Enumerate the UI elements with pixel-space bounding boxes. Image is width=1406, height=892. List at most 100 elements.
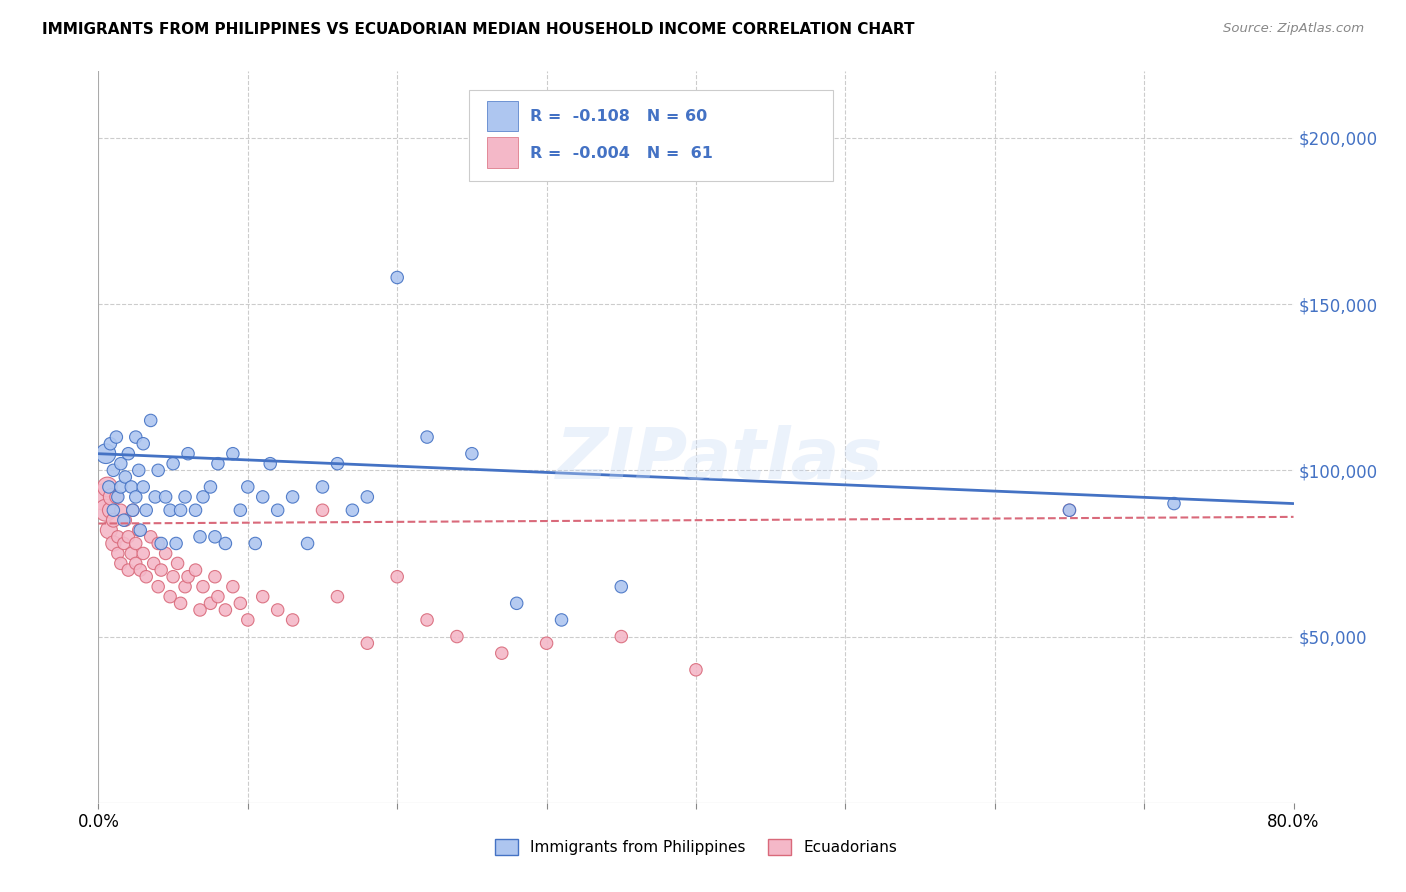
Point [110,480,132,494]
Point [311,480,333,494]
Point [162,457,184,471]
Point [132,546,155,560]
Point [94,447,117,461]
Point [188,530,211,544]
Point [155,490,177,504]
Point [536,636,558,650]
Point [110,557,132,571]
Point [207,457,229,471]
Point [550,613,572,627]
Point [110,503,132,517]
Point [162,570,184,584]
Point [385,570,409,584]
Point [129,563,152,577]
Point [281,490,304,504]
Point [356,490,378,504]
Point [132,436,155,450]
Point [112,536,135,550]
FancyBboxPatch shape [470,90,834,181]
Point [103,503,125,517]
Point [107,546,129,560]
Point [204,530,226,544]
Point [229,503,252,517]
Point [169,503,191,517]
Point [311,503,333,517]
Point [169,596,191,610]
Point [267,603,290,617]
Point [236,613,259,627]
Point [125,490,148,504]
Point [117,447,139,461]
Point [281,613,304,627]
Point [128,523,150,537]
Point [139,413,162,427]
Point [112,513,135,527]
Point [491,646,513,660]
Point [125,536,148,550]
Point [150,536,173,550]
Point [174,580,197,594]
Legend: Immigrants from Philippines, Ecuadorians: Immigrants from Philippines, Ecuadorians [488,833,904,861]
Point [207,590,229,604]
Point [166,557,188,571]
Point [1059,503,1081,517]
Point [121,503,143,517]
Point [143,490,166,504]
Point [114,470,136,484]
FancyBboxPatch shape [486,101,517,131]
Point [97,523,120,537]
Point [326,590,349,604]
Point [165,536,187,550]
Point [184,503,207,517]
Point [356,636,378,650]
Point [97,480,120,494]
Point [177,447,200,461]
Point [188,603,211,617]
Point [155,546,177,560]
Point [98,436,122,450]
Point [416,430,439,444]
Point [214,603,236,617]
Point [148,580,170,594]
Point [114,513,136,527]
Point [385,270,409,285]
Point [135,503,157,517]
Point [139,530,162,544]
Point [326,457,349,471]
Point [132,480,155,494]
Point [107,530,129,544]
Point [103,536,125,550]
Text: IMMIGRANTS FROM PHILIPPINES VS ECUADORIAN MEDIAN HOUSEHOLD INCOME CORRELATION CH: IMMIGRANTS FROM PHILIPPINES VS ECUADORIA… [42,22,915,37]
Text: R =  -0.108   N = 60: R = -0.108 N = 60 [530,109,707,124]
Point [110,457,132,471]
Point [446,630,468,644]
Point [222,580,245,594]
Point [98,503,122,517]
Point [125,557,148,571]
Point [159,590,181,604]
Point [252,490,274,504]
Point [214,536,236,550]
Point [121,503,143,517]
Point [506,596,529,610]
Point [222,447,245,461]
Point [129,523,152,537]
Point [105,430,128,444]
Point [252,590,274,604]
Point [125,430,148,444]
Point [191,580,214,594]
Point [685,663,707,677]
Point [177,570,200,584]
Point [204,570,226,584]
Point [297,536,319,550]
Point [461,447,484,461]
Point [101,490,124,504]
Point [236,480,259,494]
Point [105,490,128,504]
Point [1059,503,1081,517]
Point [96,480,118,494]
Point [142,557,165,571]
Point [610,580,633,594]
Point [342,503,364,517]
Point [245,536,267,550]
